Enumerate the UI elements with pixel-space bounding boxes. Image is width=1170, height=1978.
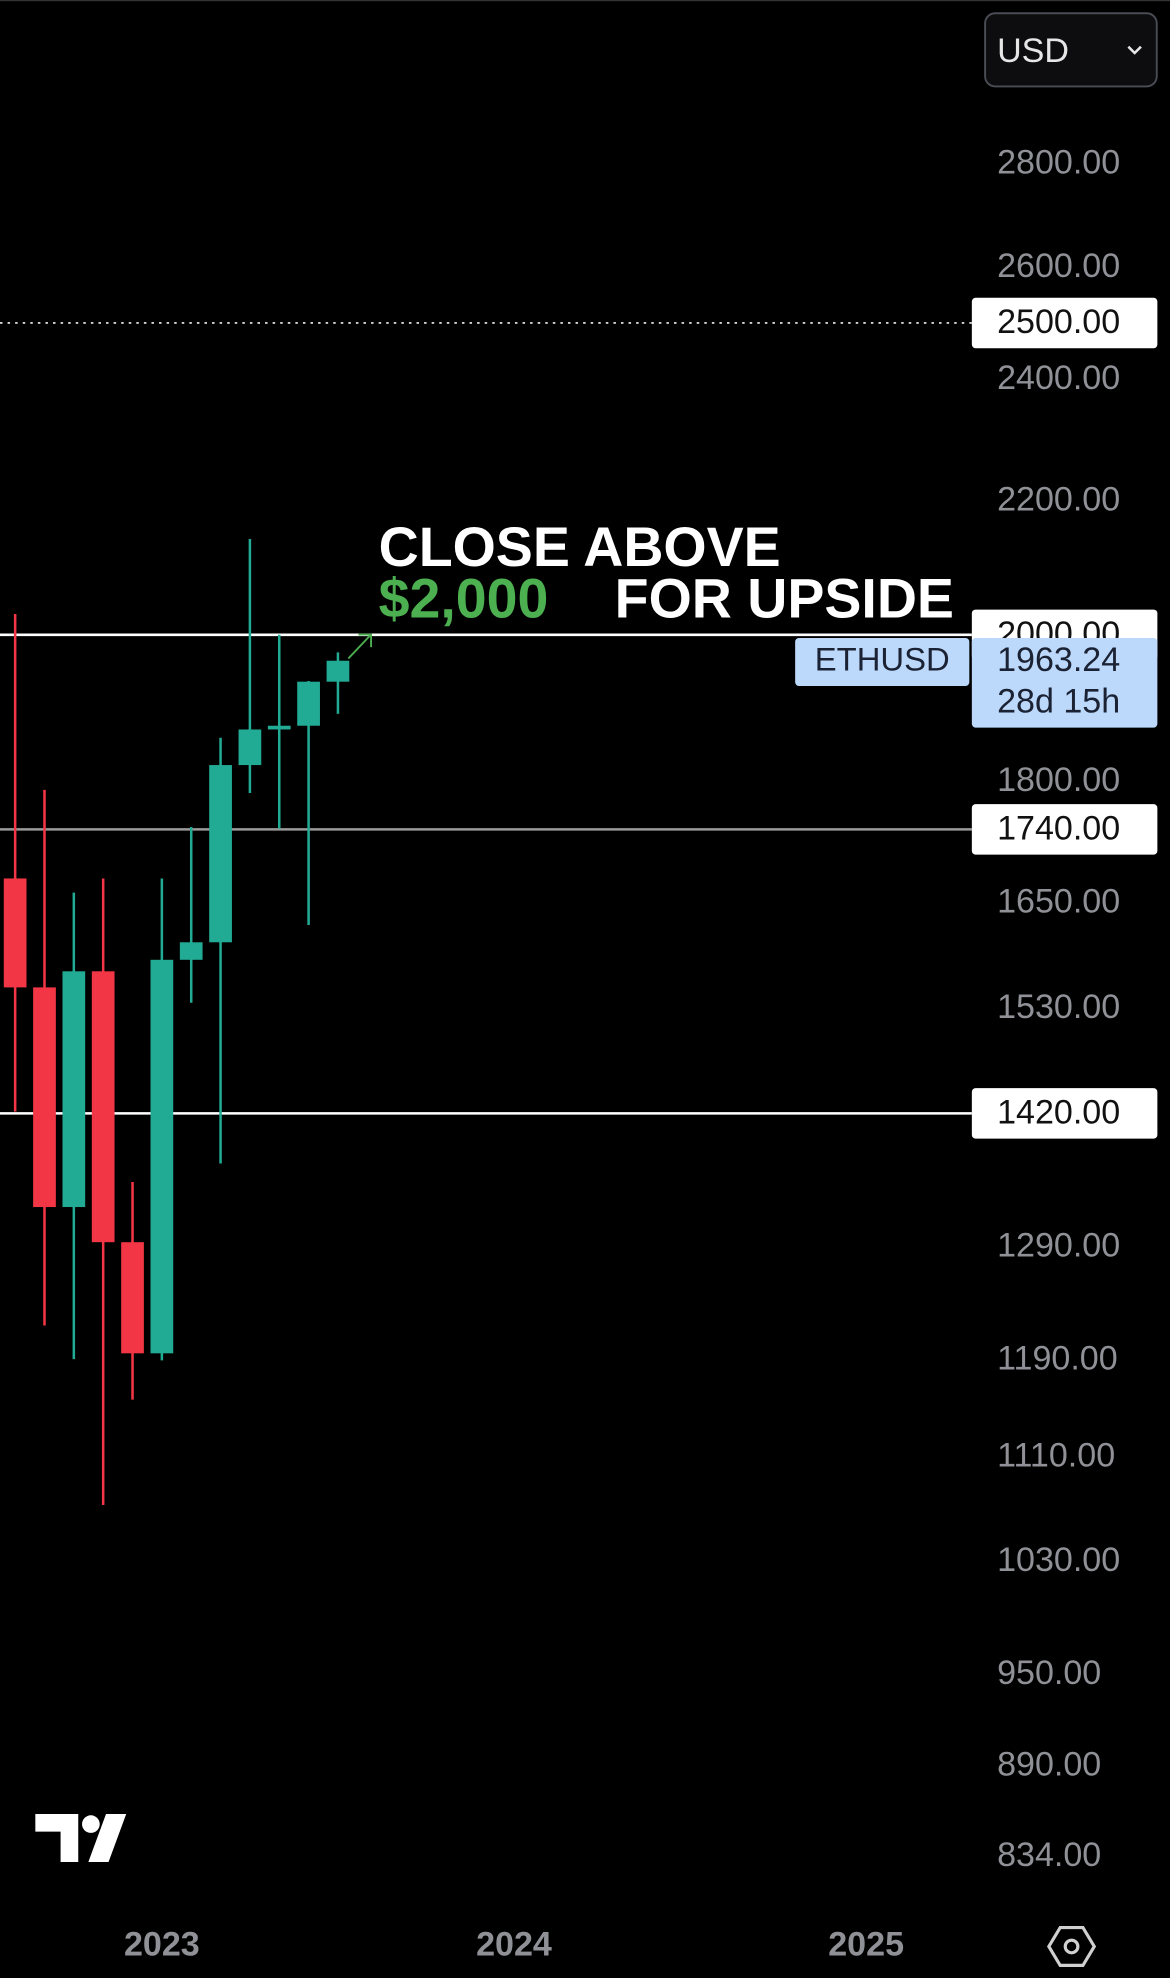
chevron-icon[interactable]	[1127, 45, 1142, 55]
candle-body	[33, 987, 56, 1208]
candle-body	[209, 765, 232, 943]
candle-body	[3, 878, 27, 988]
settings-dot[interactable]	[1063, 1938, 1080, 1955]
y-tick-label: 2800.00	[997, 144, 1120, 182]
y-tick-label: 890.00	[997, 1745, 1101, 1783]
candle-body	[267, 725, 291, 730]
y-tick-label: 950.00	[997, 1654, 1101, 1692]
x-tick-label: 2024	[476, 1925, 552, 1963]
currency-label[interactable]: USD	[997, 32, 1069, 70]
currency-selector[interactable]: USD	[984, 12, 1158, 88]
candle-body	[62, 971, 86, 1208]
x-tick-label: 2025	[828, 1925, 904, 1963]
level-label: 2500.00	[997, 303, 1120, 341]
y-tick-label: 1800.00	[997, 761, 1120, 799]
logo-part[interactable]	[82, 1815, 100, 1833]
candle-body	[121, 1242, 144, 1354]
symbol-label: ETHUSD	[815, 641, 950, 678]
symbol-box	[795, 638, 970, 686]
y-tick-label: 2600.00	[997, 247, 1120, 285]
level-label: 1420.00	[997, 1094, 1120, 1132]
annotation-text: CLOSE ABOVE	[379, 516, 781, 578]
candle-body	[91, 971, 115, 1243]
level-label-box	[971, 1088, 1158, 1139]
y-tick-label: 1530.00	[997, 988, 1120, 1026]
settings-icon[interactable]	[1046, 1925, 1097, 1967]
candle-body	[150, 959, 174, 1354]
countdown-label: 28d 15h	[997, 683, 1120, 721]
candle-body	[297, 681, 320, 726]
y-tick-label: 1190.00	[997, 1339, 1118, 1377]
y-tick-label: 1110.00	[997, 1437, 1115, 1475]
candle-body	[326, 660, 350, 682]
level-label: 1740.00	[997, 810, 1120, 848]
currency-box[interactable]	[984, 12, 1158, 88]
settings-hex[interactable]	[1046, 1925, 1097, 1967]
level-label-box	[971, 297, 1158, 349]
annotation-text: FOR UPSIDE	[615, 568, 954, 630]
logo-part[interactable]	[88, 1814, 127, 1862]
y-tick-label: 834.00	[997, 1836, 1101, 1874]
candles	[3, 538, 350, 1505]
y-tick-label: 1650.00	[997, 883, 1120, 921]
price-label: 1963.24	[997, 641, 1120, 679]
annotation-arrow	[347, 633, 373, 660]
annotation-highlight: $2,000	[379, 568, 549, 630]
logo-part[interactable]	[35, 1814, 79, 1862]
y-tick-label: 1290.00	[997, 1227, 1120, 1265]
y-tick-label: 2400.00	[997, 359, 1120, 397]
price-box	[971, 638, 1158, 728]
level-label-box	[971, 804, 1158, 855]
tradingview-logo[interactable]	[35, 1814, 127, 1862]
candle-body	[238, 729, 262, 766]
x-tick-label: 2023	[124, 1925, 200, 1963]
y-tick-label: 2200.00	[997, 481, 1120, 519]
labels: 2800.00 2600.00 2400.00 2200.00 1800.00 1650.…	[124, 144, 1158, 1963]
candle-body	[179, 942, 203, 960]
y-tick-label: 1030.00	[997, 1541, 1120, 1579]
